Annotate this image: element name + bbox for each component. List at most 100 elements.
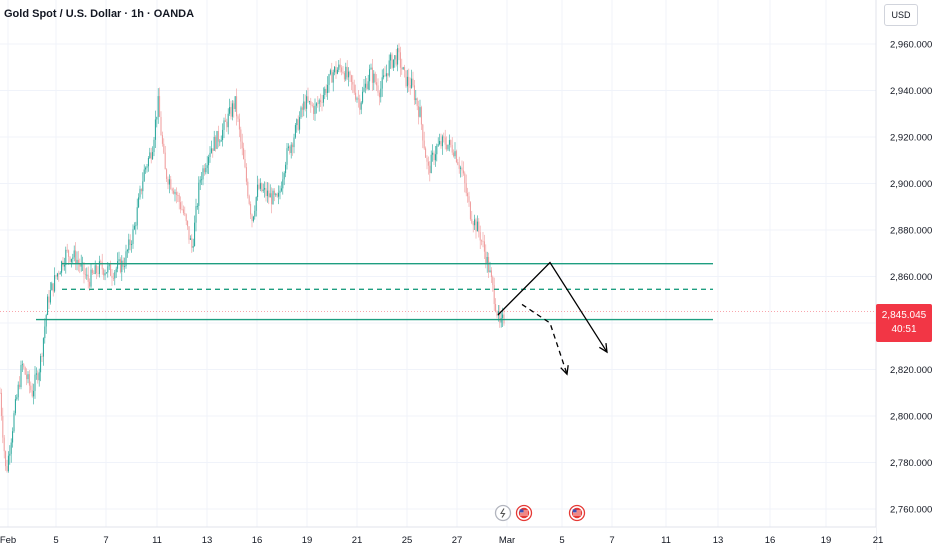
candle-body <box>210 148 212 153</box>
candle-body <box>357 98 359 100</box>
time-tick-label: 7 <box>103 535 108 546</box>
candle-body <box>405 70 407 87</box>
candle-body <box>304 101 306 109</box>
candle-body <box>196 205 198 207</box>
candle-body <box>502 314 504 318</box>
candle-body <box>349 71 351 76</box>
candle-body <box>87 274 89 282</box>
candle-body <box>343 73 345 80</box>
event-markers[interactable] <box>494 504 586 522</box>
candle-body <box>63 264 65 267</box>
horizontal-levels[interactable] <box>36 263 713 321</box>
candle-body <box>360 102 362 110</box>
candle-body <box>383 75 385 78</box>
price-tick-label: 2,940.000 <box>890 86 932 97</box>
price-tick-label: 2,760.000 <box>890 505 932 516</box>
candle-body <box>216 131 218 149</box>
candle-body <box>444 137 446 145</box>
projection-path-2[interactable] <box>521 303 568 375</box>
candle-body <box>474 219 476 226</box>
time-tick-label: 27 <box>452 535 463 546</box>
candle-body <box>285 164 287 174</box>
candle-body <box>329 70 331 75</box>
candle-body <box>17 384 19 398</box>
candle-body <box>222 129 224 141</box>
candle-body <box>439 141 441 145</box>
time-tick-label: 19 <box>302 535 313 546</box>
candle-body <box>220 140 222 142</box>
arrow-head-1 <box>599 343 608 354</box>
candle-body <box>237 116 239 119</box>
candle-body <box>279 190 281 193</box>
candle-body <box>198 182 200 206</box>
candle-body <box>58 273 60 275</box>
candle-body <box>166 169 168 179</box>
candle-body <box>348 71 350 78</box>
candle-body <box>192 246 194 248</box>
candle-body <box>51 283 53 291</box>
candle-body <box>38 372 40 381</box>
candle-body <box>258 184 260 189</box>
candle-body <box>75 250 77 264</box>
candle-body <box>332 72 334 83</box>
candle-body <box>292 144 294 148</box>
candle-body <box>19 384 21 388</box>
currency-button[interactable]: USD <box>884 4 918 26</box>
candle-body <box>245 167 247 182</box>
candle-body <box>76 259 78 264</box>
candle-body <box>174 192 176 194</box>
price-axis[interactable]: 2,760.000 2,780.000 2,800.000 2,820.000 2,84… <box>875 0 932 550</box>
candle-body <box>272 190 274 205</box>
candle-body <box>219 141 221 143</box>
us-flag-event-icon[interactable] <box>515 504 533 522</box>
candle-body <box>441 136 443 147</box>
candle-body <box>131 243 133 246</box>
candle-body <box>418 106 420 117</box>
candle-body <box>398 48 400 53</box>
candle-body <box>215 136 217 149</box>
candle-body <box>47 296 49 315</box>
candle-body <box>91 269 93 274</box>
candle-body <box>289 146 291 153</box>
candle-body <box>447 144 449 150</box>
candle-body <box>481 240 483 242</box>
candle-body <box>461 167 463 171</box>
time-tick-label: 19 <box>821 535 832 546</box>
candle-body <box>231 103 233 117</box>
candle-body <box>6 466 8 472</box>
candle-body <box>97 272 99 274</box>
candle-body <box>146 166 148 168</box>
projection-path-1[interactable] <box>497 261 608 353</box>
candle-body <box>10 442 12 454</box>
time-tick-label: 13 <box>713 535 724 546</box>
candle-body <box>425 148 427 158</box>
time-axis[interactable]: Feb 5 7 11 13 16 19 21 25 27 Mar 5 7 11 13 16 19 21 <box>0 526 883 550</box>
candle-body <box>376 82 378 86</box>
candle-body <box>21 364 23 366</box>
candle-body <box>287 146 289 149</box>
candle-body <box>364 83 366 88</box>
candle-body <box>205 167 207 173</box>
candle-body <box>132 229 134 244</box>
price-tick-label: 2,780.000 <box>890 458 932 469</box>
candle-body <box>236 96 238 117</box>
flash-event-icon[interactable] <box>494 504 512 522</box>
candle-body <box>80 263 82 267</box>
us-flag-event-icon[interactable] <box>568 504 586 522</box>
candle-body <box>492 277 494 286</box>
candle-body <box>342 71 344 74</box>
symbol-title: Gold Spot / U.S. Dollar · 1h · OANDA <box>4 8 195 20</box>
candle-body <box>163 143 165 153</box>
candle-body <box>89 281 91 287</box>
candle-body <box>317 103 319 105</box>
projection-arrows[interactable] <box>497 261 608 376</box>
time-tick-label: 5 <box>559 535 564 546</box>
candle-body <box>381 77 383 89</box>
candle-body <box>307 96 309 102</box>
candle-body <box>168 179 170 185</box>
candle-body <box>150 152 152 160</box>
candle-body <box>362 91 364 103</box>
candle-body <box>273 190 275 195</box>
candle-body <box>171 189 173 191</box>
